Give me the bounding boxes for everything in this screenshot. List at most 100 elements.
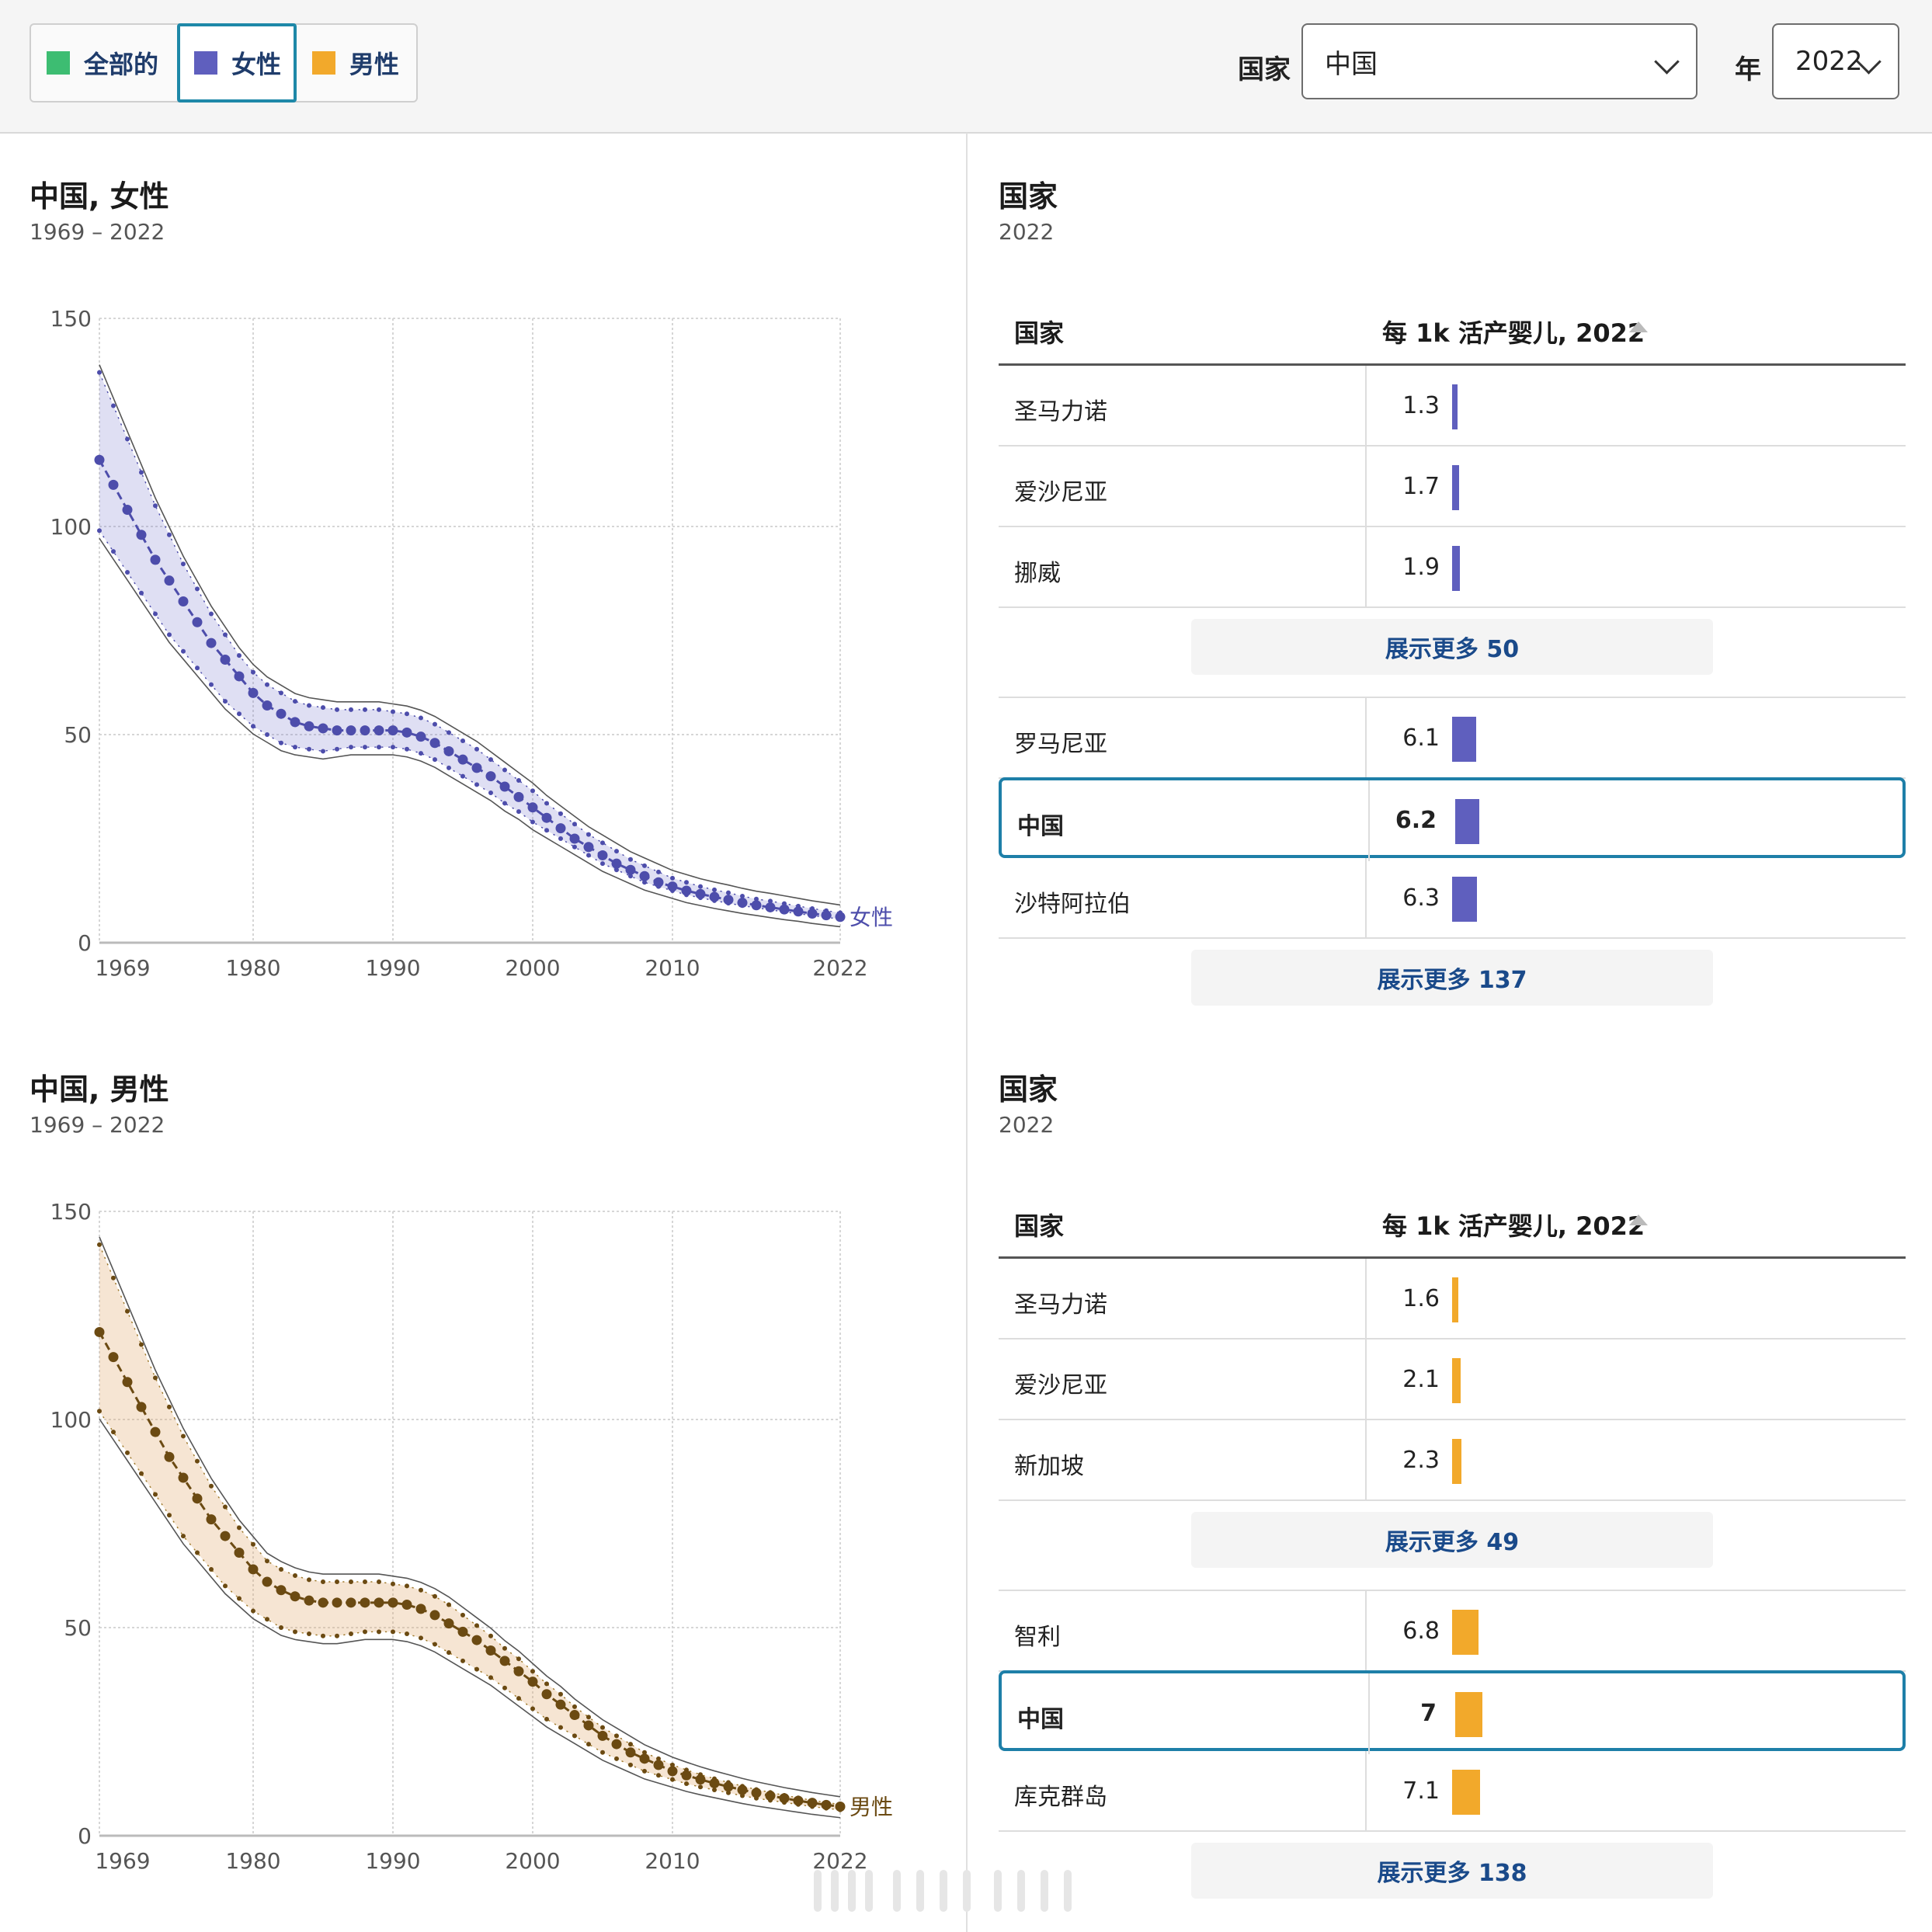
table-row[interactable]: 智利 6.8 bbox=[999, 1591, 1906, 1672]
data-point bbox=[737, 1784, 748, 1795]
data-point bbox=[178, 1472, 189, 1483]
series-end-label: 男性 bbox=[850, 1794, 893, 1819]
lower-bound-point bbox=[139, 1471, 144, 1476]
lower-bound-point bbox=[195, 1550, 200, 1555]
series-line bbox=[98, 459, 841, 919]
year-select[interactable]: 2022 bbox=[1772, 23, 1899, 99]
country-name: 智利 bbox=[1014, 1624, 1061, 1651]
segment-male[interactable]: 男性 bbox=[312, 25, 416, 101]
x-tick-label: 2010 bbox=[645, 1848, 700, 1874]
data-point bbox=[821, 1799, 832, 1810]
lower-bound-point bbox=[139, 590, 144, 596]
lower-bound-point bbox=[572, 844, 577, 850]
envelope-lower-line bbox=[99, 537, 841, 928]
table-row[interactable]: 新加坡 2.3 bbox=[999, 1420, 1906, 1501]
data-point bbox=[667, 881, 678, 892]
data-point bbox=[541, 1689, 552, 1700]
data-point bbox=[611, 1739, 622, 1750]
upper-bound-point bbox=[265, 682, 269, 687]
segment-female[interactable]: 女性 bbox=[177, 23, 297, 103]
y-tick-label: 150 bbox=[50, 1199, 92, 1225]
lower-bound-point bbox=[391, 1629, 395, 1635]
country-select[interactable]: 中国 bbox=[1301, 23, 1697, 99]
column-header-country[interactable]: 国家 bbox=[1014, 1211, 1065, 1241]
country-select-value: 中国 bbox=[1325, 48, 1378, 80]
show-more-button[interactable]: 展示更多 138 bbox=[1191, 1843, 1713, 1899]
data-point bbox=[248, 687, 259, 698]
segment-all[interactable]: 全部的 bbox=[47, 25, 186, 101]
lower-bound-line bbox=[99, 530, 841, 920]
data-point bbox=[304, 1595, 314, 1606]
lower-bound-point bbox=[377, 745, 381, 750]
rate-value: 1.9 bbox=[1402, 554, 1440, 581]
upper-bound-point bbox=[349, 1579, 353, 1585]
upper-bound-point bbox=[698, 884, 703, 889]
segment-all-label: 全部的 bbox=[84, 50, 159, 79]
table-row[interactable]: 罗马尼亚 6.1 bbox=[999, 698, 1906, 779]
data-point bbox=[290, 1591, 301, 1602]
female-ranking-table: 国家 每 1k 活产婴儿, 2022 圣马力诺 1.3 爱沙尼亚 1.7 挪威 1.9 展… bbox=[999, 289, 1906, 1027]
upper-bound-point bbox=[544, 1681, 549, 1687]
table-row-selected[interactable]: 中国 7 bbox=[999, 1670, 1906, 1754]
country-name: 新加坡 bbox=[1014, 1453, 1084, 1480]
column-header-value[interactable]: 每 1k 活产婴儿, 2022 bbox=[1382, 318, 1645, 348]
cell-divider bbox=[1365, 1751, 1367, 1832]
sort-ascending-icon[interactable] bbox=[1629, 1214, 1648, 1225]
show-more-row: 展示更多 138 bbox=[999, 1832, 1906, 1920]
upper-bound-point bbox=[377, 707, 381, 712]
lower-bound-point bbox=[502, 1685, 507, 1690]
data-point bbox=[723, 895, 734, 905]
country-name: 爱沙尼亚 bbox=[1014, 1372, 1107, 1399]
rate-bar bbox=[1452, 1439, 1461, 1484]
table-row[interactable]: 圣马力诺 1.6 bbox=[999, 1259, 1906, 1340]
upper-bound-point bbox=[628, 857, 633, 862]
upper-bound-point bbox=[740, 893, 745, 898]
lower-bound-point bbox=[111, 549, 116, 554]
data-point bbox=[583, 1720, 594, 1731]
cell-divider bbox=[1365, 1340, 1367, 1420]
data-point bbox=[807, 908, 818, 919]
table-row[interactable]: 圣马力诺 1.3 bbox=[999, 366, 1906, 447]
data-point bbox=[318, 1597, 328, 1608]
lower-bound-point bbox=[516, 1696, 521, 1701]
country-name: 圣马力诺 bbox=[1014, 1291, 1107, 1319]
female-line-chart: 1969 1980 1990 2000 2010 2022 0 50 100 150 女性 bbox=[50, 306, 893, 981]
lower-bound-point bbox=[642, 1768, 647, 1774]
table-row[interactable]: 爱沙尼亚 1.7 bbox=[999, 447, 1906, 527]
data-point bbox=[429, 738, 440, 749]
data-point bbox=[527, 1677, 538, 1687]
data-point bbox=[471, 763, 482, 773]
table-row[interactable]: 挪威 1.9 bbox=[999, 527, 1906, 608]
upper-bound-point bbox=[181, 1433, 186, 1439]
upper-bound-point bbox=[279, 1566, 283, 1572]
upper-bound-point bbox=[349, 707, 353, 712]
upper-bound-point bbox=[391, 1581, 395, 1586]
country-name: 圣马力诺 bbox=[1014, 398, 1107, 426]
show-more-button[interactable]: 展示更多 49 bbox=[1191, 1512, 1713, 1568]
data-point bbox=[779, 904, 790, 915]
lower-bound-point bbox=[558, 1725, 563, 1730]
column-header-country[interactable]: 国家 bbox=[1014, 318, 1065, 348]
table-row[interactable]: 沙特阿拉伯 6.3 bbox=[999, 858, 1906, 939]
data-point bbox=[765, 1791, 776, 1802]
show-more-button[interactable]: 展示更多 50 bbox=[1191, 619, 1713, 675]
upper-bound-point bbox=[488, 1633, 493, 1638]
upper-bound-point bbox=[600, 1725, 605, 1730]
lower-bound-point bbox=[363, 745, 367, 750]
data-point bbox=[457, 754, 468, 765]
x-tick-label: 2000 bbox=[505, 955, 560, 981]
show-more-row: 展示更多 49 bbox=[999, 1501, 1906, 1591]
table-row[interactable]: 爱沙尼亚 2.1 bbox=[999, 1340, 1906, 1420]
upper-bound-point bbox=[335, 707, 339, 712]
data-point bbox=[821, 910, 832, 921]
table-row[interactable]: 库克群岛 7.1 bbox=[999, 1751, 1906, 1832]
upper-bound-point bbox=[768, 898, 773, 904]
lower-bound-point bbox=[223, 1583, 228, 1589]
watermark-logo bbox=[814, 1870, 1072, 1912]
sort-ascending-icon[interactable] bbox=[1629, 321, 1648, 332]
column-header-value[interactable]: 每 1k 活产婴儿, 2022 bbox=[1382, 1211, 1645, 1241]
confidence-band bbox=[99, 1244, 840, 1810]
column-divider bbox=[966, 133, 968, 1932]
table-row-selected[interactable]: 中国 6.2 bbox=[999, 777, 1906, 861]
show-more-button[interactable]: 展示更多 137 bbox=[1191, 950, 1713, 1006]
